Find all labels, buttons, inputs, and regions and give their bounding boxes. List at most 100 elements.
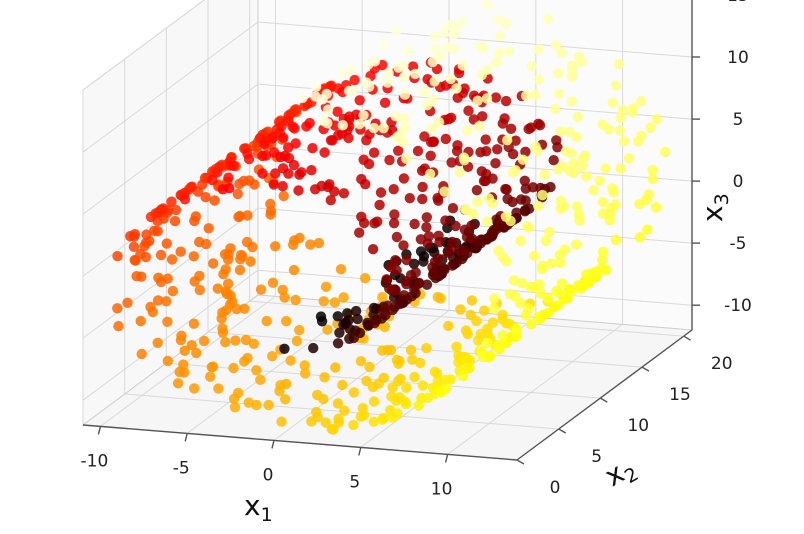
scatter-point bbox=[597, 119, 608, 130]
scatter-point bbox=[615, 112, 626, 124]
scatter-point bbox=[577, 152, 588, 164]
x1-tick-label: 10 bbox=[431, 479, 453, 499]
x3-tick-label: 0 bbox=[733, 172, 744, 192]
x2-tick-label: 10 bbox=[627, 416, 649, 436]
scatter-point bbox=[259, 138, 270, 150]
scatter-point bbox=[425, 137, 437, 148]
scatter-point bbox=[456, 16, 468, 28]
scatter-point bbox=[251, 365, 262, 376]
scatter-point bbox=[228, 362, 239, 374]
scatter-point bbox=[169, 215, 181, 227]
scatter-point bbox=[402, 45, 413, 56]
scatter-point bbox=[186, 340, 197, 351]
scatter-point bbox=[313, 237, 325, 249]
scatter-point bbox=[363, 158, 375, 170]
scatter-point bbox=[241, 236, 253, 248]
scatter-point bbox=[379, 97, 391, 109]
scatter-point bbox=[615, 163, 626, 174]
scatter-point bbox=[404, 193, 415, 204]
scatter-point bbox=[189, 276, 200, 287]
scatter-point bbox=[333, 417, 344, 428]
scatter-point bbox=[242, 210, 253, 221]
scatter-point bbox=[301, 121, 312, 132]
scatter-point bbox=[523, 123, 534, 135]
scatter-point bbox=[407, 354, 418, 365]
scatter-point bbox=[228, 160, 239, 171]
scatter-point bbox=[345, 64, 356, 76]
scatter-point bbox=[288, 239, 299, 250]
scatter-point bbox=[504, 288, 515, 300]
scatter-point bbox=[384, 283, 395, 294]
scatter-point bbox=[322, 104, 334, 115]
scatter-point bbox=[367, 244, 379, 255]
scatter-point bbox=[378, 39, 389, 50]
scatter-point bbox=[270, 241, 281, 252]
scatter-point bbox=[335, 264, 347, 275]
scatter-point bbox=[203, 223, 214, 234]
scatter-point bbox=[517, 154, 529, 165]
scatter-point bbox=[358, 110, 369, 121]
scatter-point bbox=[588, 185, 599, 196]
x2-gridline bbox=[249, 300, 684, 337]
x2-tick-label: 15 bbox=[669, 385, 691, 405]
scatter-point bbox=[472, 335, 484, 346]
scatter-point bbox=[451, 83, 462, 94]
scatter-point bbox=[129, 254, 140, 266]
scatter-point bbox=[432, 368, 443, 379]
x3-gridline bbox=[257, 269, 693, 306]
scatter-point bbox=[283, 168, 294, 179]
scatter-point bbox=[410, 68, 421, 80]
scatter-point bbox=[389, 209, 400, 220]
scatter-point bbox=[490, 92, 502, 103]
scatter-point bbox=[125, 231, 136, 242]
scatter-point bbox=[352, 313, 363, 325]
scatter-point bbox=[481, 93, 493, 104]
scatter-point bbox=[162, 355, 173, 367]
scatter-point bbox=[305, 239, 316, 250]
scatter-point bbox=[245, 256, 256, 267]
scatter-point bbox=[329, 186, 340, 197]
scatter-point bbox=[502, 193, 513, 205]
scatter-point bbox=[349, 74, 360, 86]
scatter-point bbox=[479, 305, 490, 316]
scatter-point bbox=[189, 383, 200, 394]
scatter-point bbox=[493, 48, 505, 59]
scatter-point bbox=[434, 236, 445, 248]
scatter-point bbox=[398, 240, 409, 251]
scatter-point bbox=[135, 315, 146, 327]
scatter-point bbox=[489, 293, 500, 304]
x2-tick-label: 0 bbox=[550, 478, 561, 498]
scatter-point bbox=[332, 398, 344, 409]
scatter-point bbox=[166, 254, 178, 265]
scatter-point bbox=[374, 199, 385, 211]
scatter-point bbox=[141, 229, 152, 240]
scatter-point bbox=[255, 284, 267, 295]
scatter-point bbox=[375, 187, 387, 198]
scatter-point bbox=[476, 346, 487, 357]
scatter-point bbox=[397, 137, 409, 148]
scatter-point bbox=[533, 44, 544, 55]
scatter-point bbox=[636, 96, 647, 107]
scatter-point bbox=[503, 46, 515, 57]
scatter-point bbox=[443, 247, 454, 258]
scatter-point bbox=[230, 335, 241, 346]
scatter-point bbox=[359, 273, 371, 284]
scatter-point bbox=[426, 123, 437, 134]
scatter-point bbox=[369, 218, 380, 229]
scatter-point bbox=[462, 125, 473, 136]
scatter-point bbox=[131, 271, 142, 282]
scatter-point bbox=[294, 324, 305, 336]
scatter-point bbox=[520, 204, 531, 216]
scatter-point bbox=[390, 111, 401, 122]
scatter-point bbox=[502, 135, 513, 146]
scatter-point bbox=[618, 136, 630, 147]
scatter-point bbox=[391, 231, 403, 243]
scatter-point bbox=[490, 158, 501, 169]
scatter-point bbox=[409, 283, 420, 295]
x3-tick-label: 10 bbox=[727, 48, 749, 68]
scatter-point bbox=[174, 366, 185, 378]
scatter-point bbox=[417, 380, 428, 391]
scatter-point bbox=[409, 371, 420, 383]
scatter-point bbox=[427, 56, 438, 68]
scatter-point bbox=[429, 31, 440, 43]
